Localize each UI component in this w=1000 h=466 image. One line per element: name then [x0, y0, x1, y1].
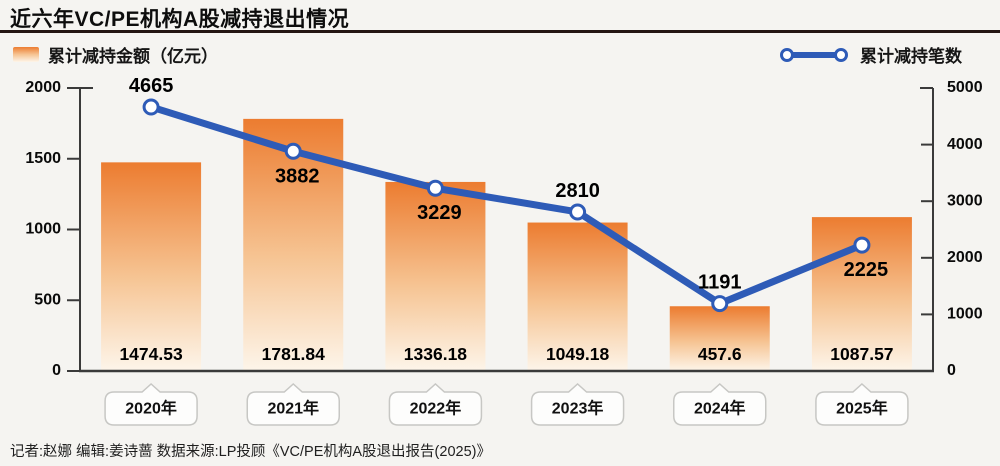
bar-value-label: 1336.18 — [404, 344, 468, 364]
page-title: 近六年VC/PE机构A股减持退出情况 — [10, 8, 350, 31]
right-axis-tick-label: 0 — [947, 362, 956, 379]
line-point-2024年 — [711, 295, 729, 313]
left-axis-tick-label: 0 — [52, 362, 61, 379]
year-label: 2023年 — [552, 399, 604, 418]
line-series-path — [147, 103, 866, 308]
year-bubble-2025年 — [815, 382, 909, 426]
year-label: 2022年 — [410, 399, 462, 418]
left-axis-tick-label: 2000 — [25, 79, 61, 96]
line-value-label: 2810 — [555, 180, 600, 202]
right-axis-tick-label: 4000 — [947, 136, 983, 153]
line-point-2025年 — [853, 236, 871, 254]
bar-value-label: 1781.84 — [262, 344, 326, 364]
title-underline — [0, 30, 1000, 33]
bar-2024年 — [669, 306, 770, 371]
right-axis-tick-label: 1000 — [947, 306, 983, 323]
left-axis-tick-label: 1000 — [25, 221, 61, 238]
year-bubble-2022年 — [388, 382, 483, 426]
right-axis-tick-label: 3000 — [947, 192, 983, 209]
year-label: 2025年 — [836, 399, 888, 418]
bar-value-label: 1087.57 — [830, 344, 893, 364]
chart-svg: 0 500 1000 1500 2000 0 1000 2000 3000 4000 5000 147… — [25, 75, 983, 426]
line-point-2020年 — [142, 98, 160, 116]
legend-bar-label: 累计减持金额（亿元） — [48, 47, 218, 66]
legend-line-label: 累计减持笔数 — [860, 47, 962, 66]
legend-bar-series: 累计减持金额（亿元） — [13, 42, 218, 67]
source-credit: 记者:赵娜 编辑:姜诗蔷 数据来源:LP投顾《VC/PE机构A股退出报告(202… — [10, 444, 491, 460]
line-value-label: 4665 — [129, 75, 174, 97]
bar-2020年 — [101, 162, 202, 371]
line-value-label: 1191 — [698, 272, 741, 294]
year-label: 2021年 — [267, 399, 319, 418]
line-value-label: 2225 — [844, 259, 889, 281]
left-axis-tick-label: 1500 — [25, 150, 61, 167]
year-label: 2024年 — [694, 399, 746, 418]
year-bubble-2024年 — [673, 382, 767, 426]
bar-value-label: 1474.53 — [119, 344, 183, 364]
line-value-label: 3229 — [417, 202, 462, 224]
year-bubble-2023年 — [530, 382, 625, 426]
legend-line-series: 累计减持笔数 — [778, 42, 962, 67]
bar-2023年 — [527, 222, 628, 371]
line-point-2023年 — [569, 203, 587, 221]
line-point-2022年 — [426, 179, 444, 197]
bar-value-label: 457.6 — [698, 344, 742, 364]
year-label: 2020年 — [125, 399, 177, 418]
left-axis-tick-label: 500 — [34, 291, 61, 308]
year-bubble-2020年 — [104, 382, 198, 426]
right-axis-tick-label: 2000 — [947, 249, 983, 266]
right-axis-tick-label: 5000 — [947, 79, 983, 96]
line-value-label: 3882 — [275, 165, 320, 187]
line-point-2021年 — [284, 142, 302, 160]
line-marker-icon — [780, 47, 848, 62]
bar-gradient-swatch-icon — [13, 47, 39, 62]
bar-value-label: 1049.18 — [546, 344, 610, 364]
bar-2022年 — [385, 181, 486, 371]
year-bubble-2021年 — [246, 382, 340, 426]
